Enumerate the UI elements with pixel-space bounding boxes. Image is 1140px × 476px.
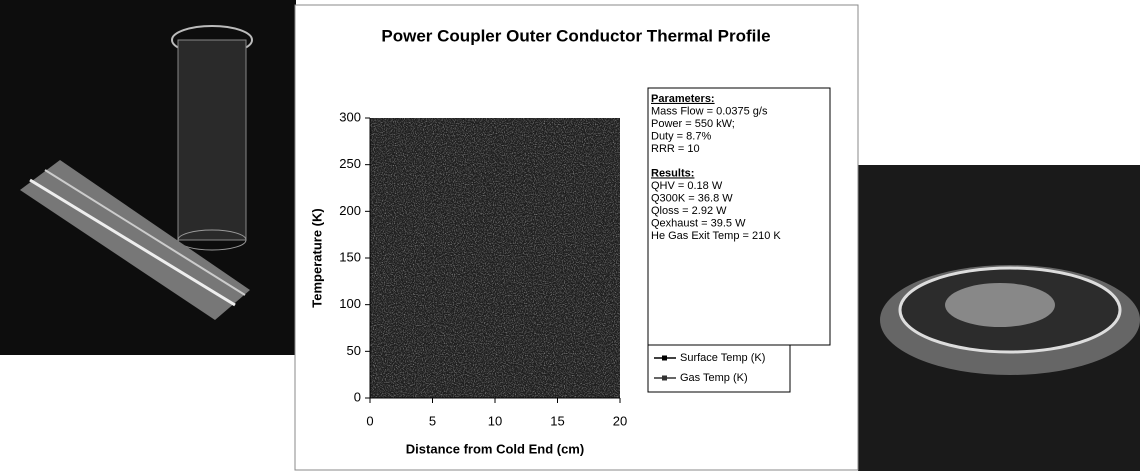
- x-tick-label: 10: [488, 413, 502, 428]
- parameters-line: Power = 550 kW;: [651, 118, 735, 130]
- x-tick-label: 5: [429, 413, 436, 428]
- page: Power Coupler Outer Conductor Thermal Pr…: [0, 0, 1140, 471]
- legend-marker: [662, 376, 667, 381]
- parameters-line: Duty = 8.7%: [651, 130, 711, 142]
- y-tick-label: 150: [339, 249, 361, 264]
- results-line: QHV = 0.18 W: [651, 180, 723, 192]
- legend-label: Surface Temp (K): [680, 352, 765, 364]
- right-photo: [858, 165, 1140, 471]
- left-photo: [0, 0, 296, 355]
- y-tick-label: 300: [339, 109, 361, 124]
- y-tick-label: 200: [339, 203, 361, 218]
- results-line: He Gas Exit Temp = 210 K: [651, 230, 781, 242]
- parameters-line: RRR = 10: [651, 143, 700, 155]
- parameters-line: Mass Flow = 0.0375 g/s: [651, 105, 768, 117]
- results-heading: Results:: [651, 167, 694, 179]
- legend-marker: [662, 356, 667, 361]
- x-tick-label: 15: [550, 413, 564, 428]
- y-tick-label: 100: [339, 296, 361, 311]
- x-axis-title: Distance from Cold End (cm): [406, 441, 584, 456]
- y-tick-label: 0: [354, 389, 361, 404]
- chart-title: Power Coupler Outer Conductor Thermal Pr…: [381, 26, 770, 45]
- x-tick-label: 0: [366, 413, 373, 428]
- legend-label: Gas Temp (K): [680, 372, 748, 384]
- plot-texture: [370, 118, 620, 398]
- y-tick-label: 50: [347, 343, 361, 358]
- y-axis-title: Temperature (K): [309, 208, 324, 307]
- results-line: Q300K = 36.8 W: [651, 192, 733, 204]
- results-line: Qexhaust = 39.5 W: [651, 217, 746, 229]
- x-tick-label: 20: [613, 413, 627, 428]
- results-line: Qloss = 2.92 W: [651, 205, 727, 217]
- y-tick-label: 250: [339, 156, 361, 171]
- parameters-heading: Parameters:: [651, 93, 715, 105]
